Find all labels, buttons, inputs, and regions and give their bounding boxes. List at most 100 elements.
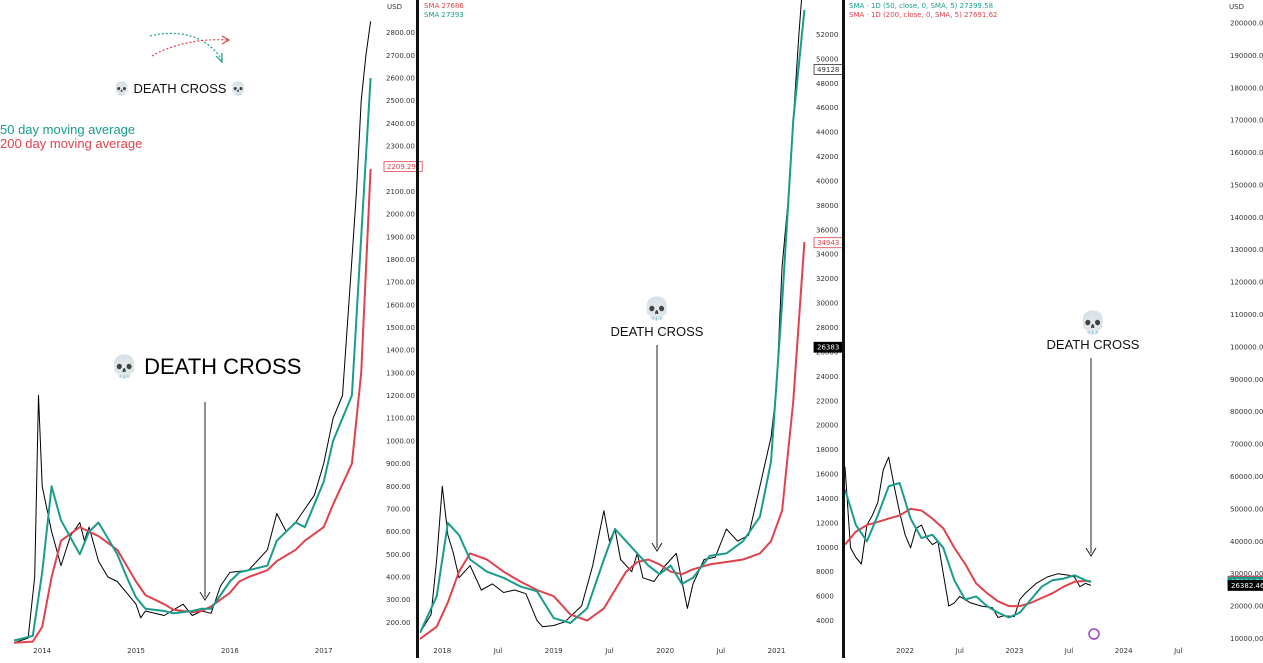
y-tick-label: 200.00 <box>386 619 411 627</box>
y-tick-label: 1600.00 <box>386 301 415 309</box>
y-tick-label: 52000 <box>816 31 838 39</box>
chart-panels: 200.00 300.00 400.00 500.00 600.00 700.00 800.… <box>13 0 1263 655</box>
y-tick-label: 1800.00 <box>386 256 415 264</box>
sma-50-line <box>13 77 372 642</box>
x-tick-label: 2023 <box>1005 647 1023 655</box>
price-line <box>13 21 372 644</box>
y-tick-label: 28000 <box>816 324 838 332</box>
x-tick-label: Jul <box>716 647 726 655</box>
x-tick-label: 2017 <box>315 647 333 655</box>
y-tick-label: 14000 <box>816 495 838 503</box>
y-tick-label: 10000 <box>816 544 838 552</box>
panel-3: 10000.00 20000.00 30000.00 40000.00 50000.00… <box>845 19 1263 655</box>
y-tick-label: 10000.00 <box>1230 635 1263 643</box>
death-cross-arrowhead-1 <box>199 591 211 601</box>
x-tick-label: 2019 <box>545 647 563 655</box>
panel1-currency: USD <box>387 3 402 11</box>
y-tick-label: 300.00 <box>386 596 411 604</box>
y-tick-label: 2700.00 <box>386 52 415 60</box>
y-tick-label: 160000.00 <box>1230 149 1263 157</box>
sma-50-line <box>420 9 806 634</box>
red-dotted-arrow <box>151 39 229 57</box>
skull-icon-2: 💀 <box>643 296 670 321</box>
y-tick-label: 1400.00 <box>386 347 415 355</box>
y-tick-label: 36000 <box>816 226 838 234</box>
y-tick-label: 1300.00 <box>386 369 415 377</box>
y-tick-label: 30000 <box>816 300 838 308</box>
price-value-tag-label: 34943 <box>817 239 839 247</box>
panel3-sma-legend-2: SMA · 1D (200, close, 0, SMA, 5) 27691.6… <box>849 11 997 19</box>
x-tick-label: 2014 <box>33 647 51 655</box>
panel2-sma-legend-2: SMA 27393 <box>424 11 464 19</box>
y-tick-label: 90000.00 <box>1230 376 1263 384</box>
y-tick-label: 34000 <box>816 251 838 259</box>
x-tick-label: 2018 <box>433 647 451 655</box>
ma200-legend: 200 day moving average <box>0 136 142 151</box>
y-tick-label: 400.00 <box>386 573 411 581</box>
purple-logo-icon <box>1088 628 1100 640</box>
y-tick-label: 46000 <box>816 104 838 112</box>
y-tick-label: 20000 <box>816 422 838 430</box>
death-cross-arrowhead-2 <box>651 542 663 552</box>
y-tick-label: 2800.00 <box>386 29 415 37</box>
y-tick-label: 4000 <box>816 617 834 625</box>
y-tick-label: 2400.00 <box>386 120 415 128</box>
sma-50-line <box>845 482 1092 619</box>
price-value-tag-label: 26383 <box>817 344 839 352</box>
panel-divider-1 <box>416 0 419 658</box>
y-tick-label: 42000 <box>816 153 838 161</box>
x-tick-label: Jul <box>493 647 503 655</box>
y-tick-label: 8000 <box>816 568 834 576</box>
price-value-tag-label: 49128 <box>817 66 839 74</box>
y-tick-label: 50000 <box>816 55 838 63</box>
y-tick-label: 38000 <box>816 202 838 210</box>
y-tick-label: 100000.00 <box>1230 343 1263 351</box>
price-value-tag <box>1227 580 1263 591</box>
skull-icon-3: 💀 <box>1079 310 1106 335</box>
y-tick-label: 30000.00 <box>1230 570 1263 578</box>
y-tick-label: 140000.00 <box>1230 214 1263 222</box>
price-value-tag <box>383 161 423 173</box>
y-tick-label: 190000.00 <box>1230 52 1263 60</box>
red-arrow-head <box>221 35 231 45</box>
teal-arrow-head <box>215 53 223 64</box>
y-tick-label: 130000.00 <box>1230 246 1263 254</box>
y-tick-label: 2300.00 <box>386 143 415 151</box>
y-tick-label: 40000.00 <box>1230 538 1263 546</box>
y-tick-label: 44000 <box>816 129 838 137</box>
y-tick-label: 24000 <box>816 373 838 381</box>
y-tick-label: 700.00 <box>386 505 411 513</box>
x-tick-label: 2024 <box>1115 647 1133 655</box>
death-cross-title-1: 💀 DEATH CROSS 💀 <box>114 81 247 96</box>
x-tick-label: Jul <box>955 647 965 655</box>
y-tick-label: 1100.00 <box>386 415 415 423</box>
price-value-tag-label: 26382.46 <box>1231 582 1263 590</box>
y-tick-label: 120000.00 <box>1230 279 1263 287</box>
y-tick-label: 170000.00 <box>1230 117 1263 125</box>
x-tick-label: Jul <box>1064 647 1074 655</box>
panel3-sma-legend-1: SMA · 1D (50, close, 0, SMA, 5) 27399.58 <box>849 2 993 10</box>
skull-icon-1: 💀 DEATH CROSS <box>111 354 302 379</box>
price-line <box>845 456 1092 618</box>
death-cross-label-2: DEATH CROSS <box>611 324 704 339</box>
y-tick-label: 2000.00 <box>386 211 415 219</box>
y-tick-label: 16000 <box>816 471 838 479</box>
panel2-sma-legend-1: SMA 27686 <box>424 2 464 10</box>
y-tick-label: 110000.00 <box>1230 311 1263 319</box>
y-tick-label: 60000.00 <box>1230 473 1263 481</box>
panel-1: 200.00 300.00 400.00 500.00 600.00 700.00 800.… <box>13 21 423 655</box>
y-tick-label: 150000.00 <box>1230 181 1263 189</box>
price-value-tag-label: 2209.29 <box>387 163 416 171</box>
y-tick-label: 1200.00 <box>386 392 415 400</box>
y-tick-label: 1500.00 <box>386 324 415 332</box>
x-tick-label: 2022 <box>896 647 914 655</box>
y-tick-label: 80000.00 <box>1230 408 1263 416</box>
y-tick-label: 70000.00 <box>1230 441 1263 449</box>
y-tick-label: 20000.00 <box>1230 603 1263 611</box>
death-cross-label-3: DEATH CROSS <box>1047 337 1140 352</box>
y-tick-label: 800.00 <box>386 483 411 491</box>
x-tick-label: 2021 <box>768 647 786 655</box>
y-tick-label: 600.00 <box>386 528 411 536</box>
